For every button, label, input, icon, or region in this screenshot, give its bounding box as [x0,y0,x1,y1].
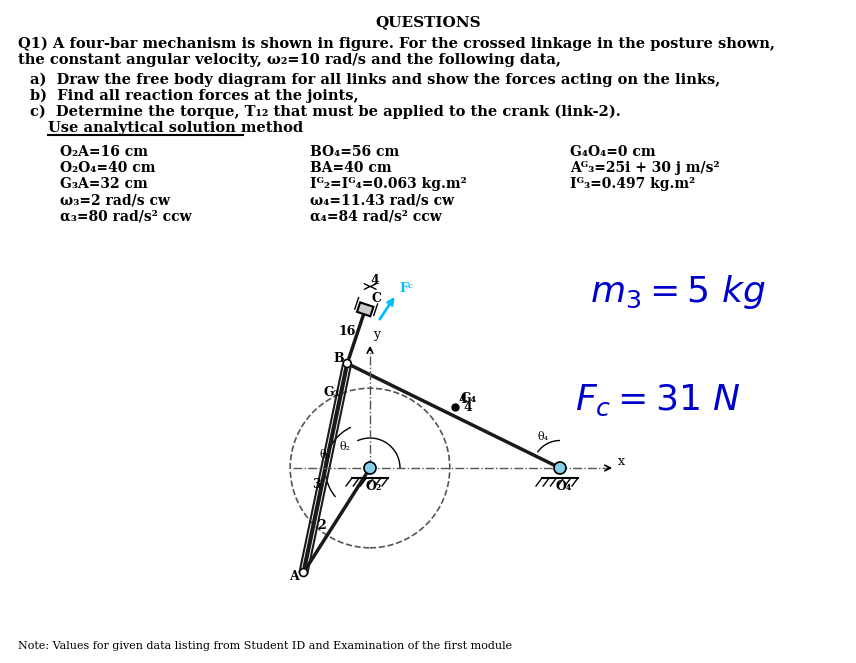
Text: O₂: O₂ [366,480,383,493]
Text: Fᶜ: Fᶜ [399,282,413,296]
Text: Q1) A four-bar mechanism is shown in figure. For the crossed linkage in the post: Q1) A four-bar mechanism is shown in fig… [18,37,775,52]
Text: 3: 3 [312,478,320,491]
Text: QUESTIONS: QUESTIONS [375,15,481,29]
Text: O₂A=16 cm: O₂A=16 cm [60,145,148,159]
Circle shape [300,568,307,577]
Text: ω₃=2 rad/s cw: ω₃=2 rad/s cw [60,193,170,207]
Text: A: A [289,570,300,583]
Text: G₄: G₄ [461,392,477,405]
Text: θ₂: θ₂ [340,442,351,452]
Text: 4: 4 [464,400,473,414]
Text: θ₄: θ₄ [538,432,550,442]
Text: a)  Draw the free body diagram for all links and show the forces acting on the l: a) Draw the free body diagram for all li… [30,73,720,88]
Text: G₃A=32 cm: G₃A=32 cm [60,177,148,191]
Text: 4: 4 [370,274,379,286]
Text: G₃: G₃ [324,386,340,399]
Text: 2: 2 [318,518,326,532]
Text: Note: Values for given data listing from Student ID and Examination of the first: Note: Values for given data listing from… [18,641,512,651]
Polygon shape [357,302,373,316]
Text: Iᴳ₃=0.497 kg.m²: Iᴳ₃=0.497 kg.m² [570,177,695,191]
Text: α₃=80 rad/s² ccw: α₃=80 rad/s² ccw [60,209,192,223]
Text: BA=40 cm: BA=40 cm [310,161,392,175]
Text: the constant angular velocity, ω₂=10 rad/s and the following data,: the constant angular velocity, ω₂=10 rad… [18,53,561,67]
Circle shape [343,359,351,367]
Text: 16: 16 [339,325,356,338]
Text: O₄: O₄ [556,480,573,493]
Text: BO₄=56 cm: BO₄=56 cm [310,145,399,159]
Text: C: C [372,292,381,304]
Text: Iᴳ₂=Iᴳ₄=0.063 kg.m²: Iᴳ₂=Iᴳ₄=0.063 kg.m² [310,177,467,191]
Text: θ₃: θ₃ [320,450,331,460]
Text: Aᴳ₃=25i + 30 j m/s²: Aᴳ₃=25i + 30 j m/s² [570,161,720,175]
Text: 4: 4 [459,392,467,406]
Text: y: y [373,328,380,341]
Text: B: B [333,351,344,365]
Text: Use analytical solution method: Use analytical solution method [48,121,303,135]
Text: G₄O₄=0 cm: G₄O₄=0 cm [570,145,656,159]
Text: ω₄=11.43 rad/s cw: ω₄=11.43 rad/s cw [310,193,455,207]
Text: O₂O₄=40 cm: O₂O₄=40 cm [60,161,156,175]
Text: x: x [618,455,625,468]
Text: c)  Determine the torque, T₁₂ that must be applied to the crank (link-2).: c) Determine the torque, T₁₂ that must b… [30,105,621,119]
Circle shape [554,462,566,474]
Circle shape [364,462,376,474]
Text: b)  Find all reaction forces at the joints,: b) Find all reaction forces at the joint… [30,89,359,103]
Text: $F_c=31\ N$: $F_c=31\ N$ [575,383,740,418]
Text: $m_3= 5\ kg$: $m_3= 5\ kg$ [590,273,766,311]
Text: α₄=84 rad/s² ccw: α₄=84 rad/s² ccw [310,209,442,223]
